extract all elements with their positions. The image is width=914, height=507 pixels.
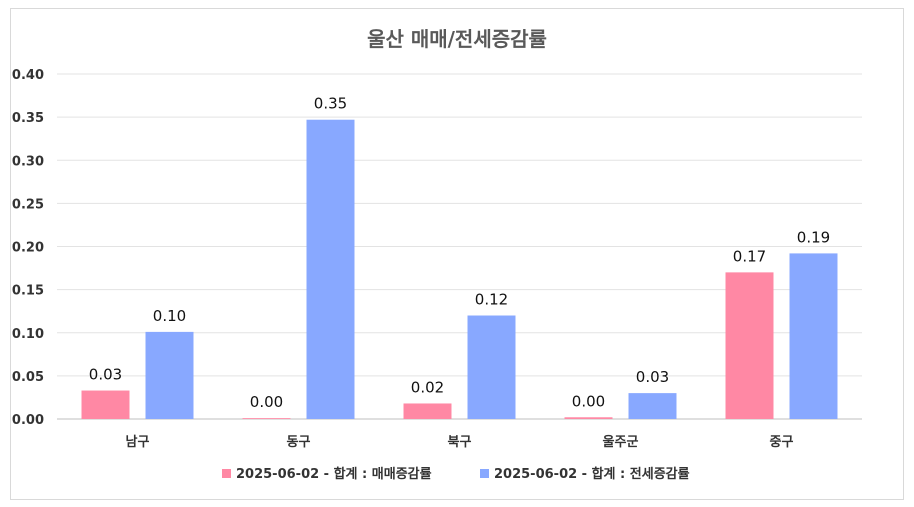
- data-label: 0.10: [153, 307, 186, 325]
- y-axis: 0.00 0.05 0.10 0.15 0.20 0.25 0.30 0.35 0.40: [12, 68, 44, 428]
- y-tick-label: 0.40: [12, 68, 44, 83]
- y-tick-label: 0.15: [12, 284, 44, 299]
- bar: [789, 253, 838, 419]
- chart-title: 울산 매매/전세증감률: [367, 27, 547, 51]
- bar: [81, 390, 130, 419]
- y-tick-label: 0.00: [12, 413, 44, 428]
- bar: [467, 315, 516, 419]
- legend-label: 2025-06-02 - 합계 : 매매증감률: [236, 466, 432, 482]
- y-tick-label: 0.30: [12, 154, 44, 169]
- x-tick-label: 남구: [126, 434, 150, 450]
- x-tick-label: 북구: [448, 435, 472, 450]
- y-tick-label: 0.10: [12, 327, 44, 342]
- data-label: 0.12: [475, 291, 508, 309]
- data-label: 0.02: [411, 378, 444, 396]
- legend-swatch: [222, 469, 231, 478]
- x-axis: 남구 동구 북구 울주군 중구: [126, 434, 794, 450]
- bars: [81, 119, 838, 420]
- y-tick-label: 0.35: [12, 111, 44, 126]
- x-tick-label: 울주군: [603, 434, 639, 450]
- data-label: 0.19: [797, 228, 830, 246]
- y-tick-label: 0.20: [12, 241, 44, 256]
- bar: [145, 331, 194, 419]
- data-label: 0.00: [250, 393, 283, 411]
- data-label: 0.00: [572, 392, 605, 410]
- bar: [306, 119, 355, 420]
- bar: [725, 272, 774, 419]
- bar: [564, 417, 613, 419]
- data-label: 0.35: [314, 95, 347, 113]
- bar: [628, 393, 677, 419]
- data-label: 0.17: [733, 247, 766, 265]
- y-tick-label: 0.05: [12, 370, 44, 385]
- data-labels: 0.03 0.10 0.00 0.35 0.02 0.12 0.00 0.03 0.17 0.19: [89, 95, 830, 411]
- bar: [242, 418, 291, 419]
- data-label: 0.03: [636, 368, 669, 386]
- y-tick-label: 0.25: [12, 197, 44, 212]
- data-label: 0.03: [89, 366, 122, 384]
- x-tick-label: 중구: [770, 435, 794, 450]
- bar: [403, 403, 452, 419]
- legend-label: 2025-06-02 - 합계 : 전세증감률: [494, 466, 690, 482]
- legend-swatch: [480, 469, 489, 478]
- x-tick-label: 동구: [287, 435, 311, 450]
- legend: 2025-06-02 - 합계 : 매매증감률 2025-06-02 - 합계 :…: [222, 466, 690, 482]
